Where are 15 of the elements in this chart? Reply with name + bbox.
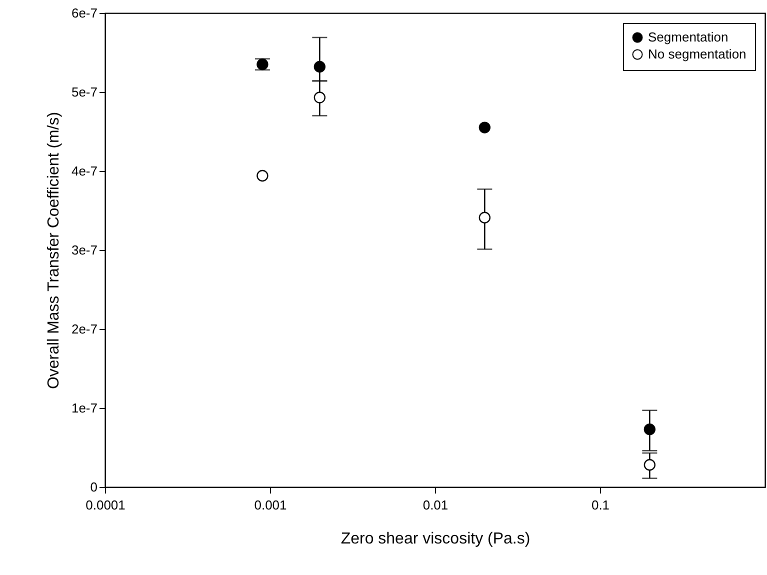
- y-tick-label: 4e-7: [71, 164, 98, 178]
- y-tick-label: 3e-7: [71, 242, 98, 258]
- x-tick-label: 0.1: [591, 498, 610, 512]
- x-tick-label: 0.0001: [86, 498, 126, 512]
- y-tick-label: 1e-7: [71, 400, 98, 416]
- legend-label: Segmentation: [648, 30, 728, 44]
- x-axis-title: Zero shear viscosity (Pa.s): [340, 530, 530, 548]
- legend-label: No segmentation: [648, 46, 746, 62]
- y-axis-title: Overall Mass Transfer Coefficient (m/s): [45, 112, 62, 390]
- x-tick-label: 0.01: [422, 498, 448, 512]
- y-tick-label: 2e-7: [71, 322, 98, 336]
- y-tick-label: 5e-7: [71, 84, 98, 100]
- y-tick-label: 6e-7: [71, 6, 98, 20]
- y-tick-label: 0: [90, 480, 98, 494]
- x-tick-label: 0.001: [254, 498, 287, 512]
